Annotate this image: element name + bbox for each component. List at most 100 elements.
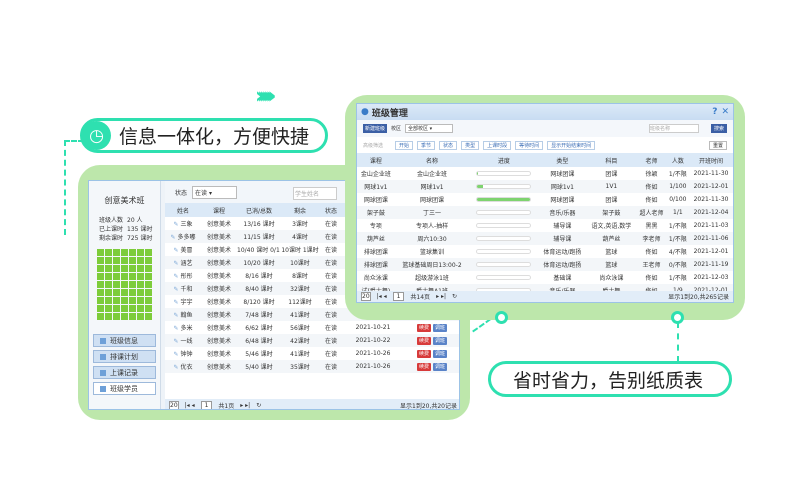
edit-icon[interactable]: ✎	[173, 286, 179, 293]
renew-button[interactable]: 续费	[416, 324, 431, 332]
cell: 112课时	[288, 299, 312, 306]
table-row[interactable]: ✎ 三象 创意美术 13/16 课时 3课时 在读	[165, 217, 459, 230]
info-icon	[100, 337, 106, 344]
search-button[interactable]: 搜索	[710, 124, 727, 133]
next-page-button[interactable]: ▸ ▸|	[240, 401, 251, 409]
transfer-button[interactable]: 调班	[433, 324, 448, 332]
cell: 葫芦丝	[586, 232, 637, 245]
student-search-input[interactable]: 学生姓名	[293, 187, 337, 200]
sidebar-button-1[interactable]: 排课计划	[93, 350, 156, 363]
table-row[interactable]: 网球团课 网球团课 网球团课 团课 佟如 0/100 2021-11-30	[357, 193, 733, 206]
cell: 0/100	[669, 196, 687, 203]
edit-icon[interactable]: ✎	[173, 351, 179, 358]
transfer-button[interactable]: 调班	[433, 350, 448, 358]
cell: 周六10:30	[394, 232, 470, 245]
page-input[interactable]: 1	[392, 292, 405, 301]
filter-tag[interactable]: 季节	[417, 140, 436, 150]
edit-icon[interactable]: ✎	[173, 221, 179, 228]
cell: 尚众泳课	[599, 275, 624, 282]
edit-icon[interactable]: ✎	[173, 299, 179, 306]
sidebar-button-2[interactable]: 上课记录	[93, 366, 156, 379]
next-page-button[interactable]: ▸ ▸|	[436, 293, 447, 300]
filter-tag[interactable]: 上课时段	[483, 140, 512, 150]
student-name: 三象	[180, 221, 193, 228]
edit-icon[interactable]: ✎	[173, 325, 179, 332]
progress-bar	[476, 236, 532, 241]
cell: 2021-12-01	[693, 248, 729, 255]
seat	[105, 305, 112, 312]
cell: ✎ 多多嘟	[165, 230, 201, 243]
page-input[interactable]: 1	[200, 400, 213, 409]
sidebar-button-3[interactable]: 班级学员	[93, 382, 156, 395]
table-row[interactable]: ✎ 彤彤 创意美术 8/16 课时 8课时 在读	[165, 269, 459, 282]
edit-icon[interactable]: ✎	[170, 234, 176, 241]
seat	[137, 281, 144, 288]
total-pages: 共1页	[218, 402, 235, 410]
edit-icon[interactable]: ✎	[173, 364, 179, 371]
edit-icon[interactable]: ✎	[173, 312, 179, 319]
renew-button[interactable]: 续费	[416, 350, 431, 358]
table-row[interactable]: 葫芦丝 周六10:30 辅导课 葫芦丝 李老师 1/不限 2021-11-06	[357, 232, 733, 245]
page-size-select[interactable]: 20	[361, 292, 371, 301]
refresh-icon[interactable]: ↻	[256, 401, 262, 409]
edit-icon[interactable]: ✎	[173, 247, 179, 254]
progress-cell	[469, 245, 538, 258]
table-row[interactable]: 排球团课 篮球集训 体育运动/跑扬 篮球 佟如 4/不限 2021-12-01	[357, 245, 733, 258]
campus-select[interactable]: 全部校区 ▾	[405, 124, 454, 133]
cell: 创意美术	[206, 299, 231, 306]
seat	[137, 305, 144, 312]
edit-icon[interactable]: ✎	[173, 338, 179, 345]
table-row[interactable]: 网球1v1 网球1v1 网球1v1 1V1 佟如 1/100 2021-12-01	[357, 180, 733, 193]
cell: 创意美术	[206, 273, 231, 280]
edit-icon[interactable]: ✎	[173, 260, 179, 267]
table-row[interactable]: ✎ 优衣 创意美术 5/40 课时 35课时 在读 2021-10-26 续费 调班	[165, 360, 459, 373]
class-stat: 班级人数 20 人	[99, 216, 160, 225]
cell: ✎ 翰鱼	[165, 308, 201, 321]
table-row[interactable]: 金山企业班 金山企业班 网球团课 团课 徐颖 1/不限 2021-11-30	[357, 167, 733, 180]
table-row[interactable]: 架子鼓 丁三一 音乐/乐器 架子鼓 超人老师 1/1 2021-12-04	[357, 206, 733, 219]
class-search-input[interactable]: 班级名称	[648, 124, 699, 133]
cell: 1/1	[666, 206, 690, 219]
transfer-button[interactable]: 调班	[433, 363, 448, 371]
seat	[129, 273, 136, 280]
prev-page-button[interactable]: |◂ ◂	[376, 293, 387, 300]
cell: 1/不限	[668, 223, 687, 230]
table-row[interactable]: 排球团课 篮球基础周日13:00-2 体育运动/跑扬 篮球 王老师 0/不限 2021-11…	[357, 258, 733, 271]
table-row[interactable]: ✎ 多米 创意美术 6/62 课时 56课时 在读 2021-10-21 续费 调班	[165, 321, 459, 334]
table-row[interactable]: ✎ 钟钟 创意美术 5/46 课时 41课时 在读 2021-10-26 续费 调班	[165, 347, 459, 360]
sidebar-button-0[interactable]: 班级信息	[93, 334, 156, 347]
help-button[interactable]: ?	[712, 107, 718, 117]
reset-button[interactable]: 重置	[708, 140, 727, 150]
transfer-button[interactable]: 调班	[433, 337, 448, 345]
page-size-select[interactable]: 20	[169, 400, 179, 409]
edit-icon[interactable]: ✎	[173, 273, 179, 280]
cell: 架子鼓	[357, 206, 395, 219]
seat	[113, 249, 120, 256]
cell: 篮球集训	[420, 249, 445, 256]
cell: 创意美术	[206, 325, 231, 332]
close-button[interactable]: ✕	[721, 107, 729, 117]
cell: 2021-10-26	[355, 350, 391, 357]
refresh-icon[interactable]: ↻	[452, 293, 458, 300]
table-row[interactable]: ✎ 一线 创意美术 6/48 课时 42课时 在读 2021-10-22 续费 调班	[165, 334, 459, 347]
filter-tag[interactable]: 显示开始结束时间	[547, 140, 596, 150]
renew-button[interactable]: 续费	[416, 337, 431, 345]
table-row[interactable]: 尚众泳课 超级游泳1班 基础课 尚众泳课 佟如 1/不限 2021-12-03	[357, 271, 733, 284]
filter-tag[interactable]: 状态	[439, 140, 458, 150]
filter-tag[interactable]: 开始	[395, 140, 414, 150]
table-row[interactable]: 专项 专项人-抽样 辅导课 语文,英语,数学 黑黑 1/不限 2021-11-03	[357, 219, 733, 232]
progress-cell	[469, 258, 539, 271]
column-header: 类型	[538, 153, 587, 167]
prev-page-button[interactable]: |◂ ◂	[184, 401, 195, 409]
new-class-button[interactable]: 新建班级	[363, 124, 388, 133]
renew-button[interactable]: 续费	[416, 363, 431, 371]
cell: 体育运动/跑扬	[538, 258, 587, 271]
filter-tag[interactable]: 类型	[461, 140, 480, 150]
calendar-icon	[100, 353, 106, 360]
filter-tag[interactable]: 等待时间	[515, 140, 544, 150]
seat	[121, 265, 128, 272]
student-name: 优衣	[180, 364, 193, 371]
callout-bottom-text: 省时省力，告别纸质表	[513, 369, 704, 392]
status-filter-select[interactable]: 在读 ▾	[192, 185, 238, 199]
